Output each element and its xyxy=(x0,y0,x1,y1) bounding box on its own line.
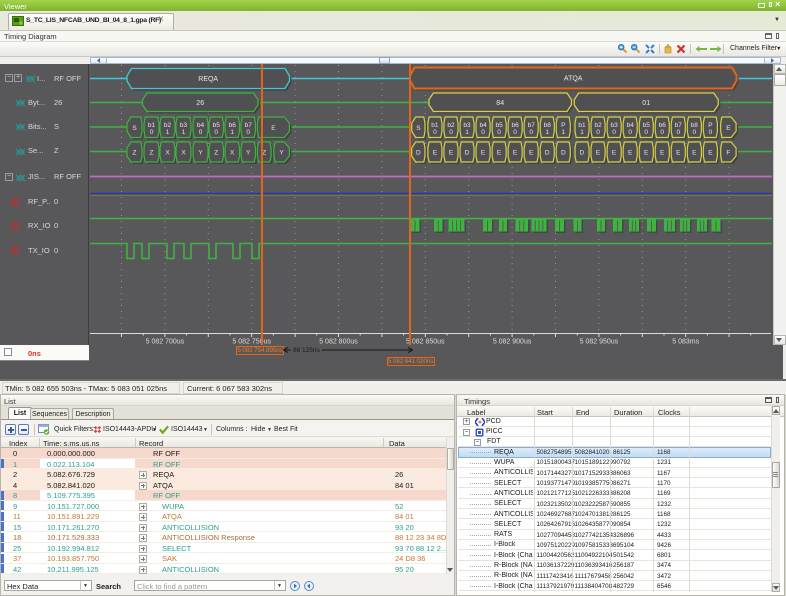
svg-text:E: E xyxy=(529,150,534,157)
svg-text:0: 0 xyxy=(644,129,648,136)
svg-text:0: 0 xyxy=(709,129,713,136)
svg-text:5 082 950us: 5 082 950us xyxy=(580,339,619,346)
svg-text:E: E xyxy=(449,150,454,157)
svg-text:E: E xyxy=(644,150,649,157)
svg-text:X: X xyxy=(181,150,186,157)
svg-text:5 082 800us: 5 082 800us xyxy=(319,339,358,346)
svg-text:b4: b4 xyxy=(627,122,635,129)
svg-text:b4: b4 xyxy=(197,122,205,129)
svg-text:Z: Z xyxy=(262,150,266,157)
svg-text:0: 0 xyxy=(513,129,517,136)
svg-text:5 083ms: 5 083ms xyxy=(672,339,699,346)
svg-text:1: 1 xyxy=(230,129,234,136)
svg-text:26: 26 xyxy=(196,100,204,107)
svg-text:0: 0 xyxy=(676,129,680,136)
svg-text:0: 0 xyxy=(199,129,203,136)
svg-text:X: X xyxy=(230,150,235,157)
svg-text:0: 0 xyxy=(529,129,533,136)
svg-text:D: D xyxy=(580,150,585,157)
svg-text:P: P xyxy=(708,122,712,129)
svg-text:b6: b6 xyxy=(659,122,667,129)
svg-text:b8: b8 xyxy=(544,122,552,129)
svg-text:5 082 750us: 5 082 750us xyxy=(232,339,271,346)
svg-text:0: 0 xyxy=(612,129,616,136)
svg-text:b2: b2 xyxy=(594,122,602,129)
svg-text:b7: b7 xyxy=(528,122,536,129)
svg-text:E: E xyxy=(660,150,665,157)
svg-text:E: E xyxy=(497,150,502,157)
svg-text:b1: b1 xyxy=(578,122,586,129)
svg-text:D: D xyxy=(561,150,566,157)
svg-text:X: X xyxy=(165,150,170,157)
svg-text:S: S xyxy=(132,125,137,132)
svg-text:0: 0 xyxy=(214,129,218,136)
svg-text:S: S xyxy=(416,125,421,132)
svg-text:b5: b5 xyxy=(643,122,651,129)
svg-text:F: F xyxy=(726,150,730,157)
svg-text:E: E xyxy=(726,125,731,132)
svg-text:Z: Z xyxy=(214,150,218,157)
svg-text:E: E xyxy=(708,150,713,157)
svg-text:b3: b3 xyxy=(180,122,188,129)
svg-text:b4: b4 xyxy=(479,122,487,129)
svg-text:E: E xyxy=(628,150,633,157)
svg-text:0: 0 xyxy=(692,129,696,136)
svg-text:1: 1 xyxy=(561,129,565,136)
svg-text:0: 0 xyxy=(481,129,485,136)
svg-text:D: D xyxy=(465,150,470,157)
svg-text:0: 0 xyxy=(660,129,664,136)
svg-text:E: E xyxy=(271,125,276,132)
svg-text:b2: b2 xyxy=(447,122,455,129)
svg-text:01: 01 xyxy=(642,100,650,107)
svg-text:Y: Y xyxy=(198,150,203,157)
svg-text:0: 0 xyxy=(150,129,154,136)
svg-text:Z: Z xyxy=(133,150,137,157)
svg-text:E: E xyxy=(676,150,681,157)
svg-text:E: E xyxy=(481,150,486,157)
svg-text:Y: Y xyxy=(279,150,284,157)
svg-text:b5: b5 xyxy=(213,122,221,129)
svg-text:0: 0 xyxy=(497,129,501,136)
svg-text:Y: Y xyxy=(246,150,251,157)
svg-text:D: D xyxy=(545,150,550,157)
svg-text:1: 1 xyxy=(580,129,584,136)
svg-text:5 082 900us: 5 082 900us xyxy=(493,339,532,346)
svg-text:E: E xyxy=(513,150,518,157)
svg-text:0: 0 xyxy=(433,129,437,136)
svg-text:0: 0 xyxy=(596,129,600,136)
svg-text:b1: b1 xyxy=(431,122,439,129)
svg-text:1: 1 xyxy=(545,129,549,136)
svg-text:b1: b1 xyxy=(148,122,156,129)
svg-text:0: 0 xyxy=(628,129,632,136)
svg-text:5 082 700us: 5 082 700us xyxy=(146,339,185,346)
svg-text:b3: b3 xyxy=(610,122,618,129)
svg-text:E: E xyxy=(692,150,697,157)
svg-text:b6: b6 xyxy=(229,122,237,129)
svg-text:b6: b6 xyxy=(511,122,519,129)
svg-text:b7: b7 xyxy=(675,122,683,129)
svg-text:84: 84 xyxy=(496,100,504,107)
svg-text:P: P xyxy=(561,122,565,129)
svg-text:0: 0 xyxy=(246,129,250,136)
svg-text:1: 1 xyxy=(182,129,186,136)
svg-text:b7: b7 xyxy=(245,122,253,129)
svg-text:1: 1 xyxy=(166,129,170,136)
svg-text:1: 1 xyxy=(465,129,469,136)
svg-text:D: D xyxy=(416,150,421,157)
svg-text:5 082 850us: 5 082 850us xyxy=(406,339,445,346)
svg-text:ATQA: ATQA xyxy=(564,76,583,83)
svg-text:b2: b2 xyxy=(164,122,172,129)
svg-text:b3: b3 xyxy=(463,122,471,129)
svg-text:E: E xyxy=(612,150,617,157)
svg-text:0: 0 xyxy=(449,129,453,136)
svg-text:E: E xyxy=(596,150,601,157)
svg-text:E: E xyxy=(433,150,438,157)
svg-text:Z: Z xyxy=(150,150,154,157)
svg-text:b8: b8 xyxy=(691,122,699,129)
svg-text:REQA: REQA xyxy=(198,76,218,83)
svg-text:b5: b5 xyxy=(495,122,503,129)
